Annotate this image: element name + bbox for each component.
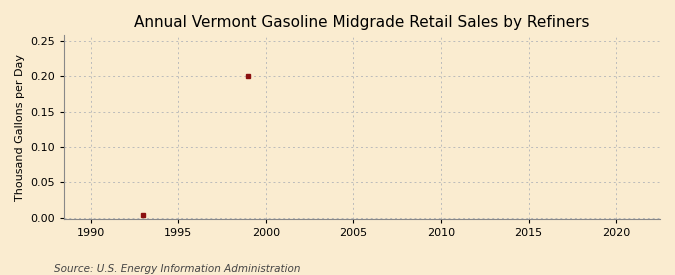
Title: Annual Vermont Gasoline Midgrade Retail Sales by Refiners: Annual Vermont Gasoline Midgrade Retail … — [134, 15, 590, 30]
Y-axis label: Thousand Gallons per Day: Thousand Gallons per Day — [15, 54, 25, 201]
Text: Source: U.S. Energy Information Administration: Source: U.S. Energy Information Administ… — [54, 264, 300, 274]
